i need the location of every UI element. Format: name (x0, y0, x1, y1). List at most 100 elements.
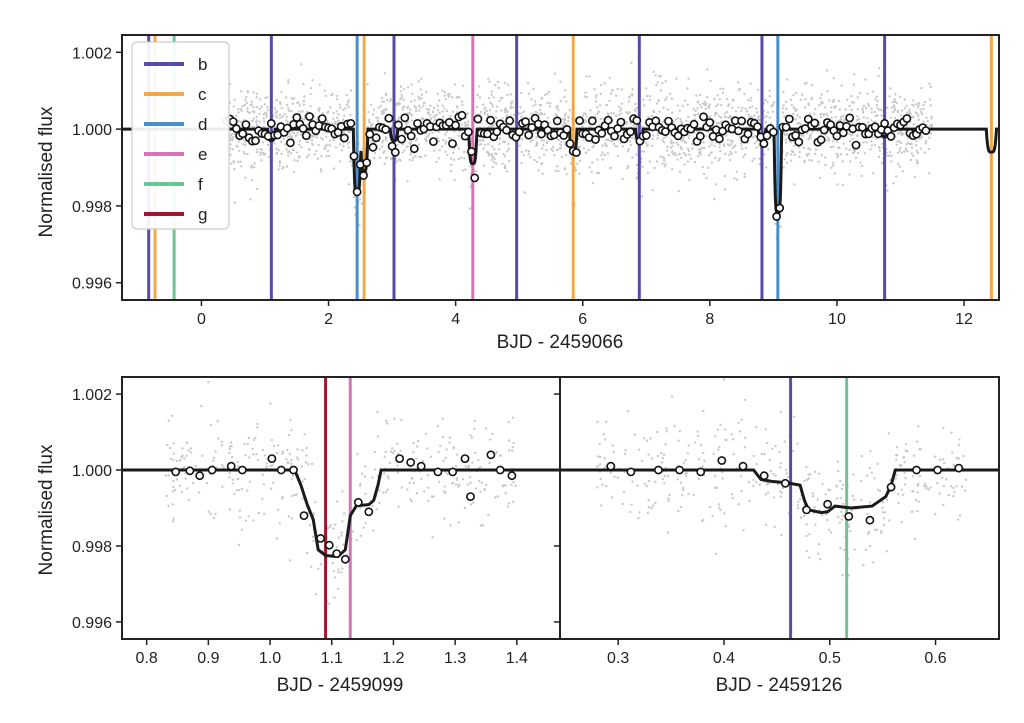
raw-point (386, 98, 389, 102)
raw-point (399, 85, 403, 88)
raw-point (905, 125, 908, 128)
binned-point (514, 127, 524, 137)
raw-point (908, 110, 911, 114)
raw-points (596, 378, 968, 577)
raw-point (686, 452, 689, 455)
raw-point (335, 94, 338, 98)
raw-point (489, 124, 493, 127)
raw-point (627, 147, 630, 151)
raw-point (755, 107, 758, 110)
raw-point (542, 139, 546, 142)
raw-point (747, 113, 750, 117)
binned-point (632, 116, 642, 125)
raw-point (501, 162, 504, 165)
raw-point (848, 173, 851, 176)
raw-point (808, 158, 811, 162)
raw-point (457, 157, 461, 161)
raw-point (438, 99, 441, 102)
raw-point (718, 157, 721, 160)
raw-point (611, 444, 614, 447)
raw-point (414, 139, 418, 142)
raw-point (866, 512, 869, 516)
plot-area (560, 377, 999, 639)
raw-point (674, 118, 677, 121)
raw-point (734, 151, 737, 154)
raw-point (452, 158, 456, 161)
raw-point (832, 161, 835, 164)
raw-point (277, 168, 280, 171)
raw-point (237, 160, 240, 164)
raw-point (260, 105, 263, 109)
raw-point (288, 109, 291, 113)
raw-point (552, 145, 555, 149)
raw-point (873, 477, 876, 480)
raw-point (820, 93, 823, 96)
raw-point (764, 523, 768, 526)
raw-point (864, 548, 868, 551)
raw-point (538, 108, 542, 112)
raw-point (686, 147, 690, 150)
raw-point (774, 474, 777, 477)
raw-point (794, 91, 798, 95)
raw-point (428, 132, 431, 136)
raw-point (782, 132, 786, 135)
raw-point (895, 458, 898, 461)
raw-point (511, 100, 514, 103)
raw-point (729, 150, 732, 154)
raw-point (867, 530, 871, 534)
raw-point (794, 118, 797, 121)
raw-point (292, 170, 296, 173)
raw-point (929, 132, 932, 135)
raw-point (479, 143, 483, 146)
raw-point (426, 499, 430, 503)
raw-point (784, 133, 787, 137)
raw-point (546, 92, 549, 96)
raw-point (237, 543, 241, 547)
raw-point (867, 121, 870, 124)
raw-point (894, 93, 897, 96)
raw-point (837, 516, 840, 519)
raw-point (277, 149, 280, 152)
binned-point (349, 151, 359, 161)
raw-point (252, 125, 255, 128)
raw-point (840, 510, 843, 513)
raw-point (288, 559, 292, 562)
raw-point (371, 113, 375, 116)
raw-point (873, 528, 876, 532)
binned-point (266, 119, 276, 128)
raw-point (417, 439, 420, 443)
raw-point (928, 136, 931, 139)
raw-point (247, 515, 250, 518)
raw-point (895, 446, 899, 449)
raw-point (811, 495, 815, 498)
raw-point (647, 499, 650, 502)
raw-point (678, 170, 681, 173)
raw-point (290, 109, 293, 113)
raw-point (873, 110, 876, 114)
raw-point (229, 153, 232, 156)
raw-point (688, 153, 691, 156)
raw-point (646, 171, 650, 174)
raw-point (822, 112, 825, 116)
raw-point (340, 571, 343, 574)
raw-point (337, 113, 340, 116)
raw-point (312, 134, 316, 137)
raw-point (490, 90, 493, 93)
raw-point (696, 107, 699, 110)
raw-point (596, 486, 599, 489)
raw-point (443, 107, 446, 110)
raw-point (585, 96, 589, 99)
raw-point (498, 142, 501, 145)
raw-point (697, 477, 701, 481)
raw-point (779, 495, 782, 498)
raw-point (386, 475, 390, 478)
x-tick-label: 0.5 (819, 650, 841, 667)
raw-point (534, 103, 537, 106)
raw-point (903, 471, 906, 474)
raw-point (332, 117, 335, 120)
raw-point (862, 564, 865, 567)
raw-point (726, 138, 730, 142)
binned-point (696, 467, 706, 477)
raw-point (288, 132, 291, 135)
raw-point (250, 166, 253, 169)
